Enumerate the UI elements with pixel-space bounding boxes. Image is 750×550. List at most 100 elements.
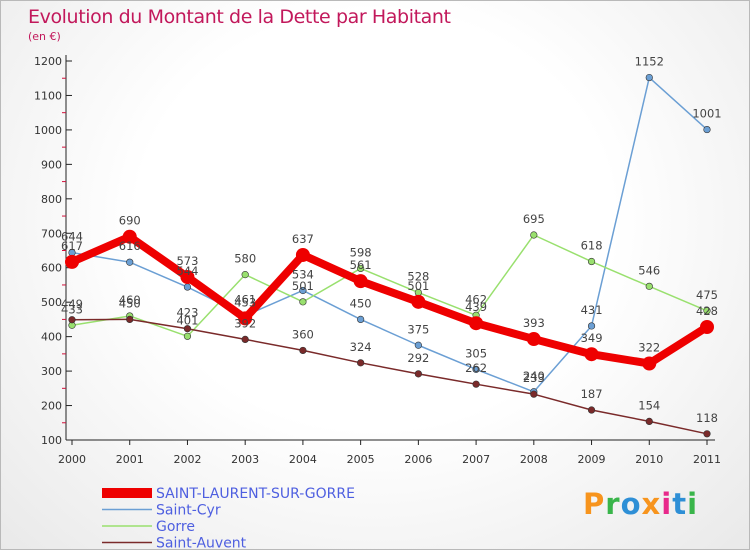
data-label: 460 — [119, 293, 141, 307]
data-label: 392 — [234, 316, 256, 330]
data-label: 240 — [523, 369, 545, 383]
data-point — [642, 356, 657, 371]
data-point — [703, 430, 711, 438]
data-label: 375 — [407, 322, 429, 336]
data-label: 393 — [523, 316, 545, 330]
data-point — [414, 370, 422, 378]
data-point — [703, 307, 711, 315]
data-point — [238, 311, 253, 326]
data-point — [530, 390, 538, 398]
data-label: 360 — [292, 327, 314, 341]
x-tick-label: 2011 — [693, 453, 721, 466]
data-label: 462 — [465, 292, 487, 306]
data-label: 573 — [176, 254, 198, 268]
y-tick-label: 900 — [41, 158, 62, 171]
y-tick-label: 100 — [41, 434, 62, 447]
data-point — [411, 294, 426, 309]
data-label: 690 — [119, 214, 141, 228]
logo-letter: r — [605, 487, 621, 521]
data-point — [587, 406, 596, 414]
data-label: 501 — [407, 279, 429, 293]
data-point — [241, 335, 249, 343]
data-label: 324 — [350, 340, 372, 354]
data-point — [183, 332, 192, 340]
data-label: 501 — [292, 279, 314, 293]
data-point — [587, 322, 596, 330]
legend-entry: SAINT-LAURENT-SUR-GORRE — [156, 486, 355, 502]
data-label: 544 — [176, 264, 198, 278]
y-tick-label: 600 — [41, 262, 62, 275]
series-line — [71, 76, 708, 393]
data-label: 433 — [61, 302, 83, 316]
x-tick-label: 2004 — [289, 453, 317, 466]
logo-letter: x — [641, 487, 662, 521]
logo-letter: i — [687, 487, 699, 521]
data-point — [183, 325, 192, 333]
legend-entry: Saint-Cyr — [156, 503, 221, 519]
y-tick-label: 200 — [41, 400, 62, 413]
data-label: 637 — [292, 232, 314, 246]
data-label: 461 — [234, 293, 256, 307]
data-point — [299, 286, 307, 295]
data-point — [353, 274, 368, 289]
data-point — [357, 315, 365, 324]
x-tick-label: 2005 — [347, 453, 375, 466]
data-label: 695 — [523, 212, 545, 226]
x-tick-label: 2002 — [173, 453, 201, 466]
data-label: 118 — [696, 411, 718, 425]
data-label: 546 — [638, 263, 660, 277]
data-label: 349 — [581, 331, 603, 345]
data-point — [183, 283, 192, 291]
y-tick-label: 1000 — [34, 124, 62, 137]
series-line — [71, 234, 708, 338]
data-label: 475 — [696, 288, 718, 302]
data-label: 187 — [581, 387, 603, 401]
logo-letter: t — [672, 487, 688, 521]
data-label: 644 — [61, 230, 83, 244]
legend-entry: Gorre — [156, 519, 195, 535]
data-label: 401 — [176, 313, 198, 327]
data-point — [241, 271, 249, 279]
data-point — [68, 316, 76, 324]
data-label: 154 — [638, 398, 660, 412]
data-label: 233 — [523, 371, 545, 385]
logo-letter: o — [620, 487, 642, 521]
data-label: 450 — [350, 296, 372, 310]
y-tick-label: 300 — [41, 365, 62, 378]
data-point — [645, 282, 653, 290]
data-point — [65, 254, 79, 269]
x-tick-label: 2003 — [231, 453, 259, 466]
data-point — [472, 380, 480, 388]
data-label: 449 — [61, 297, 83, 311]
data-point — [587, 257, 596, 266]
data-point — [357, 359, 365, 367]
data-point — [645, 73, 653, 82]
data-label: 322 — [638, 341, 660, 355]
data-label: 617 — [61, 239, 83, 253]
data-point — [126, 258, 134, 266]
x-tick-label: 2008 — [520, 453, 548, 466]
data-label: 580 — [234, 252, 256, 266]
x-tick-label: 2010 — [635, 453, 663, 466]
data-label: 618 — [581, 239, 603, 253]
y-tick-label: 1100 — [34, 89, 62, 102]
data-point — [122, 229, 137, 244]
chart-title: Evolution du Montant de la Dette par Hab… — [28, 6, 451, 28]
chart-subtitle: (en €) — [28, 30, 61, 43]
data-label: 1001 — [692, 107, 721, 121]
data-label: 262 — [465, 361, 487, 375]
data-point — [584, 347, 599, 362]
data-label: 292 — [407, 351, 429, 365]
data-point — [645, 417, 653, 425]
x-tick-label: 2007 — [462, 453, 490, 466]
x-tick-label: 2001 — [116, 453, 144, 466]
x-tick-label: 2006 — [404, 453, 432, 466]
x-tick-label: 2000 — [58, 453, 86, 466]
data-point — [526, 332, 541, 347]
data-point — [357, 264, 365, 273]
data-point — [414, 341, 422, 349]
data-point — [299, 346, 307, 355]
x-tick-label: 2009 — [578, 453, 606, 466]
